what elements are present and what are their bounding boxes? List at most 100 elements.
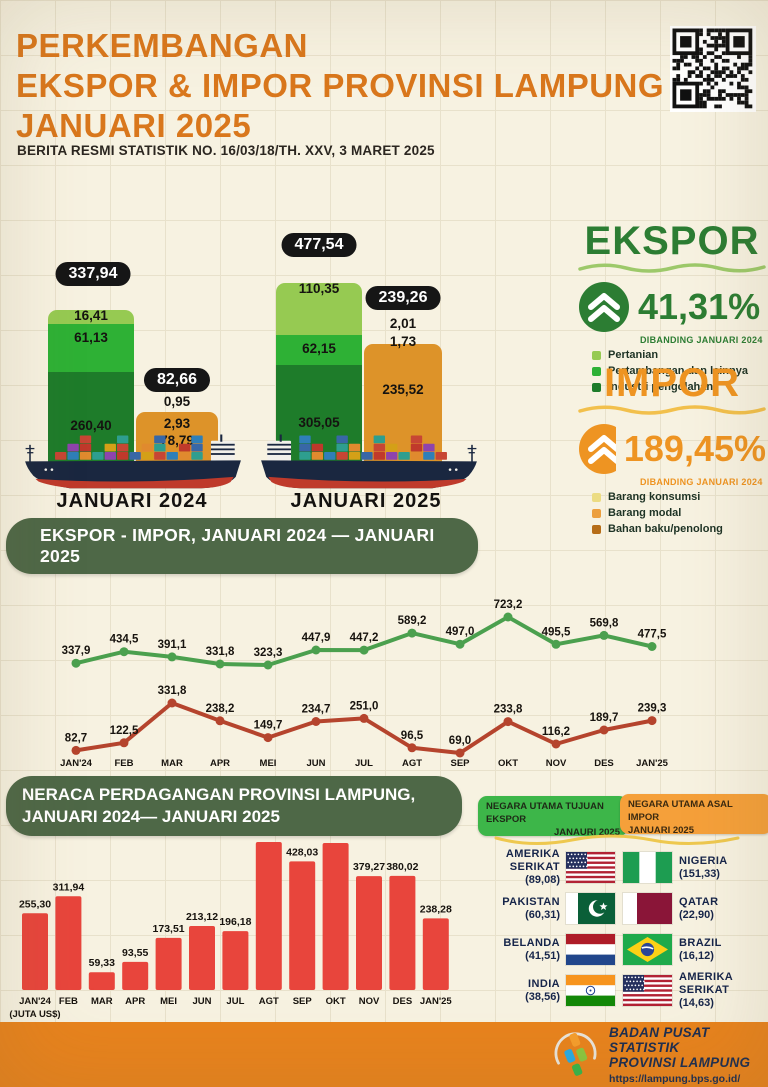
neraca-value-label: 311,94 [53, 881, 85, 893]
legend-label: Barang konsumsi [608, 491, 701, 503]
month-axis-label: MAR [161, 758, 183, 769]
br-flag-icon [623, 933, 672, 965]
line-chart-title: EKSPOR - IMPOR, JANUARI 2024 — JANUARI 2… [40, 525, 435, 566]
qr-code [670, 26, 756, 112]
title-line1: PERKEMBANGAN [16, 27, 309, 64]
impor-label-inside: 2,93 [163, 416, 191, 431]
ekspor-segment-label: 16,41 [74, 308, 108, 323]
neraca-bar [222, 931, 249, 990]
export-destinations-header: NEGARA UTAMA TUJUAN EKSPOR JANAURI 2025 [478, 796, 628, 838]
in-flag-icon [566, 974, 615, 1006]
impor-point [263, 733, 273, 743]
impor-label-above: 2,01 [389, 316, 417, 331]
bps-logo [554, 1031, 597, 1076]
ekspor-compare-note: DIBANDING JANUARI 2024 [640, 335, 763, 345]
neraca-month-label: JUL [226, 996, 244, 1007]
neraca-value-label: 255,30 [19, 898, 51, 910]
footer-url: https://lampung.bps.go.id/ [609, 1072, 741, 1085]
import-header-line1: NEGARA UTAMA ASAL IMPOR [628, 799, 733, 823]
line-chart-banner: EKSPOR - IMPOR, JANUARI 2024 — JANUARI 2… [6, 518, 478, 574]
ekspor-value-label: 495,5 [542, 626, 571, 638]
export-country: PAKISTAN (60,31) [472, 896, 566, 921]
legend-label: Pertambangan dan lainnya [608, 365, 748, 377]
country-row: BELANDA (41,51) BRAZIL (16,12) [472, 932, 764, 966]
country-value: (16,12) [679, 949, 714, 962]
ekspor-segment [48, 324, 134, 372]
ekspor-value-label: 337,9 [62, 645, 91, 657]
impor-value-label: 122,5 [110, 725, 139, 737]
impor-compare-note: DIBANDING JANUARI 2024 [640, 477, 763, 487]
impor-value-label: 189,7 [590, 712, 619, 724]
legend-swatch [592, 366, 601, 376]
impor-point [551, 739, 561, 749]
import-country: QATAR (22,90) [672, 896, 764, 921]
import-country: BRAZIL (16,12) [672, 937, 764, 962]
neraca-month-label: AGT [259, 996, 279, 1007]
ekspor-point [359, 645, 369, 655]
neraca-bar [389, 875, 416, 990]
legend-swatch [592, 382, 601, 392]
month-axis-label: JAN'25 [636, 758, 669, 769]
impor-point [71, 745, 81, 755]
legend-swatch [592, 508, 601, 518]
neraca-month-label: MEI [160, 996, 177, 1007]
impor-point [311, 717, 321, 726]
neraca-month-label: NOV [359, 996, 380, 1007]
month-axis-label: SEP [450, 758, 470, 769]
legend-swatch [592, 350, 601, 360]
impor-total-badge: 82,66 [143, 368, 211, 392]
country-name: AMERIKA SERIKAT [505, 848, 560, 873]
ekspor-segment-label: 61,13 [74, 330, 108, 345]
legend-item: Industri pengolahan [592, 381, 766, 393]
legend-item: Pertanian [592, 349, 766, 361]
ekspor-value-label: 497,0 [446, 626, 475, 638]
neraca-month-label: SEP [293, 996, 313, 1007]
month-axis-label: MEI [260, 758, 277, 769]
ekspor-value-label: 331,8 [206, 646, 235, 658]
neraca-bar [422, 918, 449, 990]
footer-bar: BADAN PUSAT STATISTIK PROVINSI LAMPUNG h… [0, 1022, 768, 1087]
ekspor-value-label: 723,2 [494, 599, 523, 611]
impor-value-label: 233,8 [494, 704, 523, 716]
impor-value-label: 69,0 [449, 735, 471, 747]
legend-label: Pertanian [608, 349, 659, 361]
neraca-month-label: DES [393, 996, 413, 1007]
neraca-value-label: 196,18 [219, 916, 251, 928]
ekspor-point [311, 645, 321, 655]
release-info: BERITA RESMI STATISTIK NO. 16/03/18/TH. … [17, 143, 435, 158]
import-country: NIGERIA (151,33) [672, 855, 764, 880]
comparison-group-label: JANUARI 2025 [290, 490, 442, 512]
page-title: PERKEMBANGAN EKSPOR & IMPOR PROVINSI LAM… [16, 26, 664, 146]
ekspor-impor-line-chart: 337,9 434,5 391,1 331,8 323,3 447,9 447,2 589,2… [60, 599, 669, 769]
ekspor-segment [48, 310, 134, 324]
us-flag-icon [566, 851, 615, 883]
country-name: PAKISTAN [502, 895, 560, 908]
impor-label-above: 0,95 [163, 394, 191, 409]
export-country: BELANDA (41,51) [472, 937, 566, 962]
ekspor-value-label: 323,3 [254, 647, 283, 659]
neraca-month-label: JUN [192, 996, 211, 1007]
impor-point [407, 743, 417, 753]
month-axis-label: APR [210, 758, 230, 769]
impor-point [455, 748, 465, 758]
ekspor-segment-label: 260,40 [70, 418, 112, 433]
neraca-bar [88, 972, 115, 990]
country-value: (22,90) [679, 908, 714, 921]
ekspor-segment-label: 110,35 [298, 281, 340, 296]
impor-value-label: 238,2 [206, 703, 235, 715]
qa-flag-icon [623, 892, 672, 924]
ekspor-segment-label: 305,05 [298, 415, 340, 430]
export-header-line2: JANAURI 2025 [554, 827, 620, 838]
month-axis-label: AGT [402, 758, 422, 769]
impor-value-label: 331,8 [158, 685, 187, 697]
impor-point [647, 716, 657, 726]
country-name: NIGERIA [679, 854, 728, 867]
ekspor-value-label: 569,8 [590, 617, 619, 629]
ekspor-point [263, 660, 273, 670]
country-name: BELANDA [503, 936, 560, 949]
country-name: QATAR [679, 895, 719, 908]
up-arrow-icon [579, 424, 616, 474]
wavy-underline-orange [578, 405, 766, 415]
